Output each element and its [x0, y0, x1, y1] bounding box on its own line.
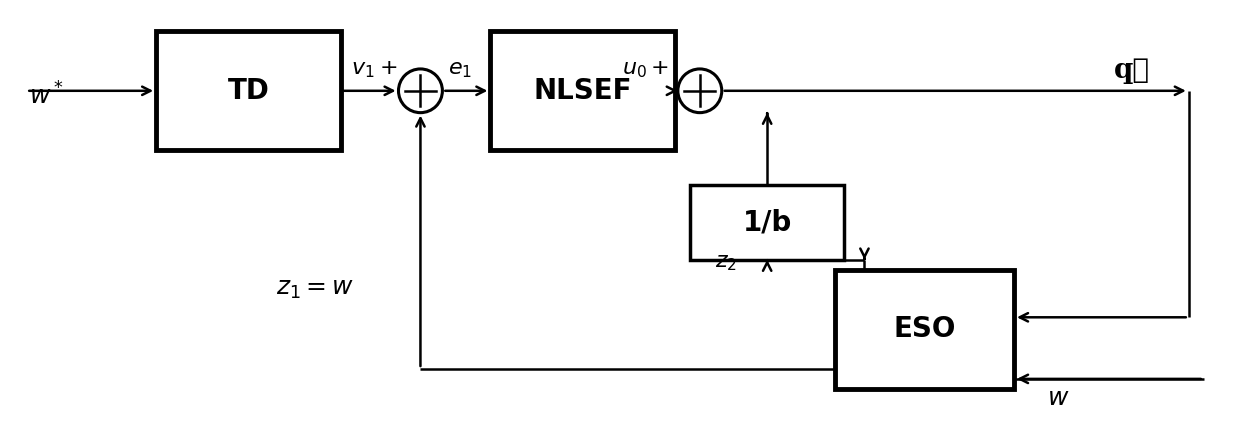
Text: $w^*$: $w^*$: [30, 82, 64, 109]
Bar: [491, 31, 675, 150]
Text: $v_1+$: $v_1+$: [351, 58, 396, 80]
Text: $e_1$: $e_1$: [449, 58, 472, 80]
Text: $u_0+$: $u_0+$: [622, 58, 669, 80]
Circle shape: [399, 69, 442, 113]
Bar: [835, 270, 1014, 389]
Text: NLSEF: NLSEF: [533, 77, 632, 105]
Bar: [156, 31, 341, 150]
Text: $w$: $w$: [1047, 387, 1069, 410]
Text: ESO: ESO: [893, 315, 955, 343]
Text: 1/b: 1/b: [742, 208, 792, 236]
Text: TD: TD: [228, 77, 269, 105]
Text: q轴: q轴: [1114, 57, 1150, 84]
Circle shape: [678, 69, 722, 113]
Text: $z_1=w$: $z_1=w$: [276, 278, 354, 301]
Text: $z_2$: $z_2$: [715, 251, 737, 273]
Bar: [690, 185, 845, 260]
